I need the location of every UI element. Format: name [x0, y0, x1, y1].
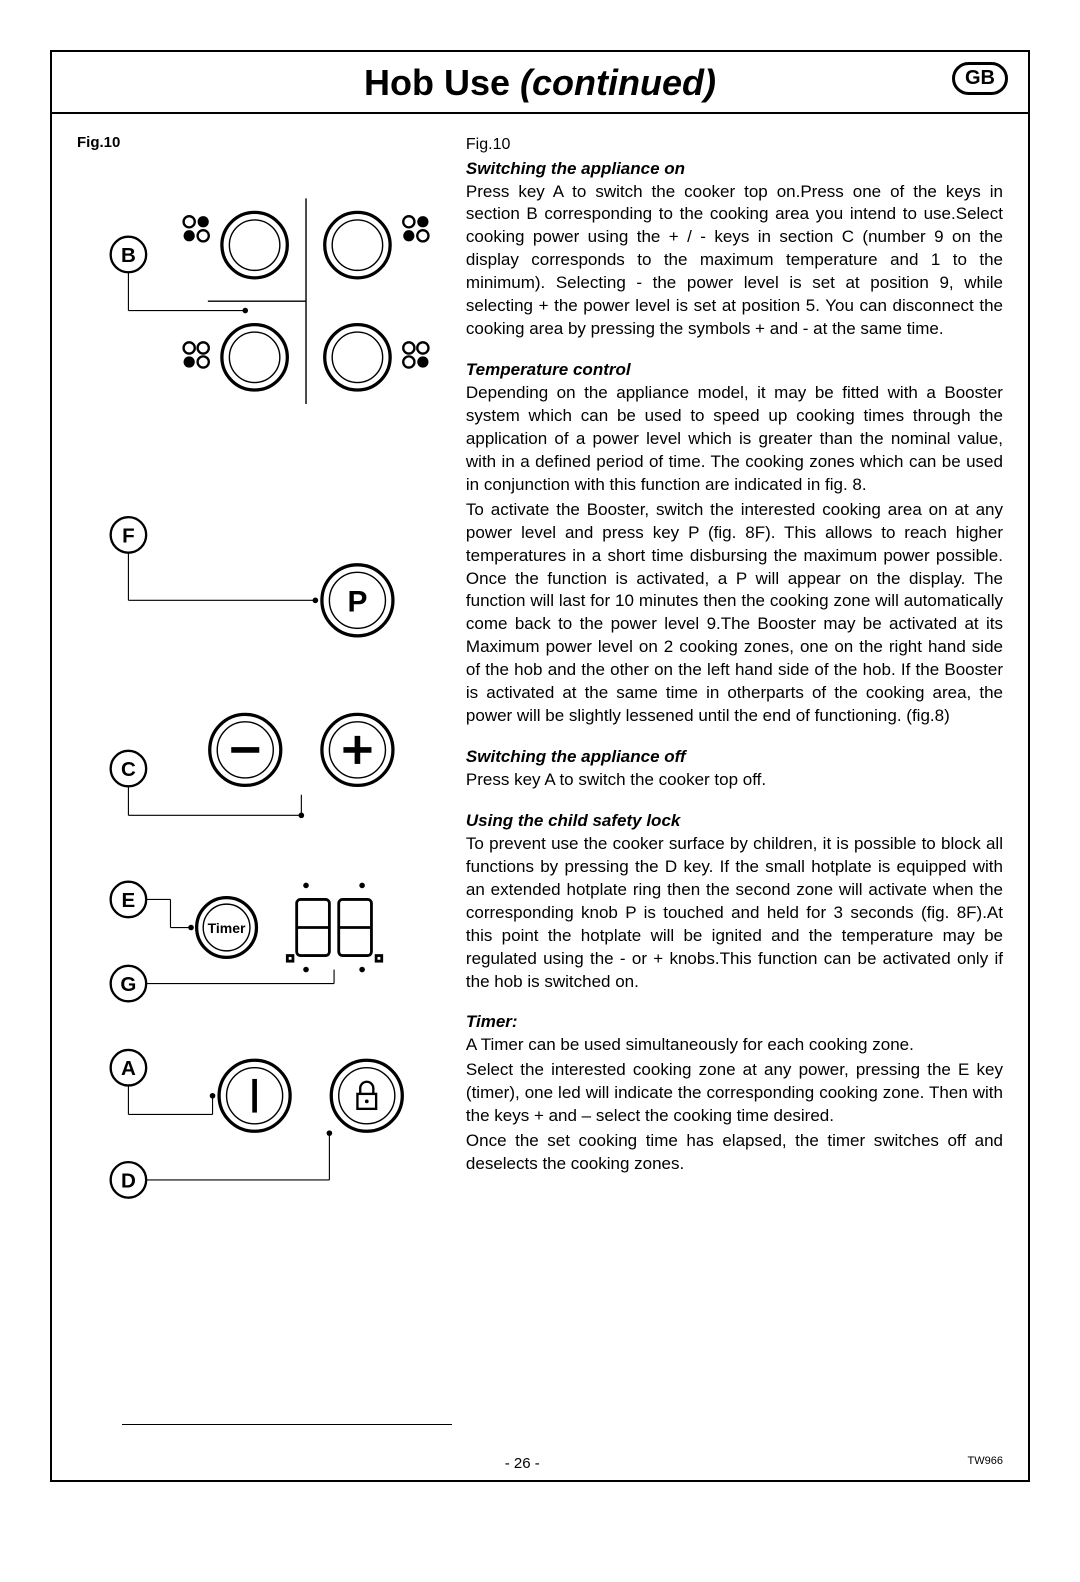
para-timer-3: Once the set cooking time has elapsed, t…: [466, 1130, 1003, 1176]
footer: - 26 - TW966: [52, 1455, 1028, 1472]
divider: [122, 1424, 452, 1425]
label-timer: Timer: [208, 920, 246, 936]
content-columns: Fig.10: [52, 114, 1028, 1442]
para-child-lock: To prevent use the cooker surface by chi…: [466, 833, 1003, 994]
heading-switch-off: Switching the appliance off: [466, 746, 1003, 769]
title-continued: (continued): [520, 62, 716, 103]
label-B: B: [121, 244, 136, 267]
label-E: E: [122, 889, 136, 912]
para-timer-2: Select the interested cooking zone at an…: [466, 1059, 1003, 1128]
hob-diagram: B P F: [77, 161, 451, 1264]
label-A: A: [121, 1057, 136, 1080]
label-F: F: [122, 524, 135, 547]
figure-ref: Fig.10: [466, 134, 1003, 156]
page-frame: Hob Use (continued) GB Fig.10: [50, 50, 1030, 1482]
heading-timer: Timer:: [466, 1011, 1003, 1034]
para-switch-on: Press key A to switch the cooker top on.…: [466, 181, 1003, 342]
para-temp-2: To activate the Booster, switch the inte…: [466, 499, 1003, 728]
text-column: Fig.10 Switching the appliance on Press …: [466, 134, 1003, 1432]
label-D: D: [121, 1169, 136, 1192]
label-P: P: [347, 586, 367, 619]
para-temp-1: Depending on the appliance model, it may…: [466, 382, 1003, 497]
label-G: G: [120, 973, 136, 996]
heading-temp: Temperature control: [466, 359, 1003, 382]
heading-child-lock: Using the child safety lock: [466, 810, 1003, 833]
display-icon: [287, 899, 381, 961]
title-main: Hob Use: [364, 62, 510, 103]
country-badge: GB: [952, 62, 1008, 95]
diagram-column: Fig.10: [77, 134, 466, 1432]
para-timer-1: A Timer can be used simultaneously for e…: [466, 1034, 1003, 1057]
page-number: - 26 -: [77, 1455, 968, 1472]
label-C: C: [121, 758, 136, 781]
heading-switch-on: Switching the appliance on: [466, 158, 1003, 181]
figure-label: Fig.10: [77, 134, 451, 151]
lock-icon: [357, 1082, 376, 1109]
page-title: Hob Use (continued): [364, 62, 716, 104]
para-switch-off: Press key A to switch the cooker top off…: [466, 769, 1003, 792]
doc-code: TW966: [968, 1455, 1003, 1472]
header: Hob Use (continued) GB: [52, 52, 1028, 114]
